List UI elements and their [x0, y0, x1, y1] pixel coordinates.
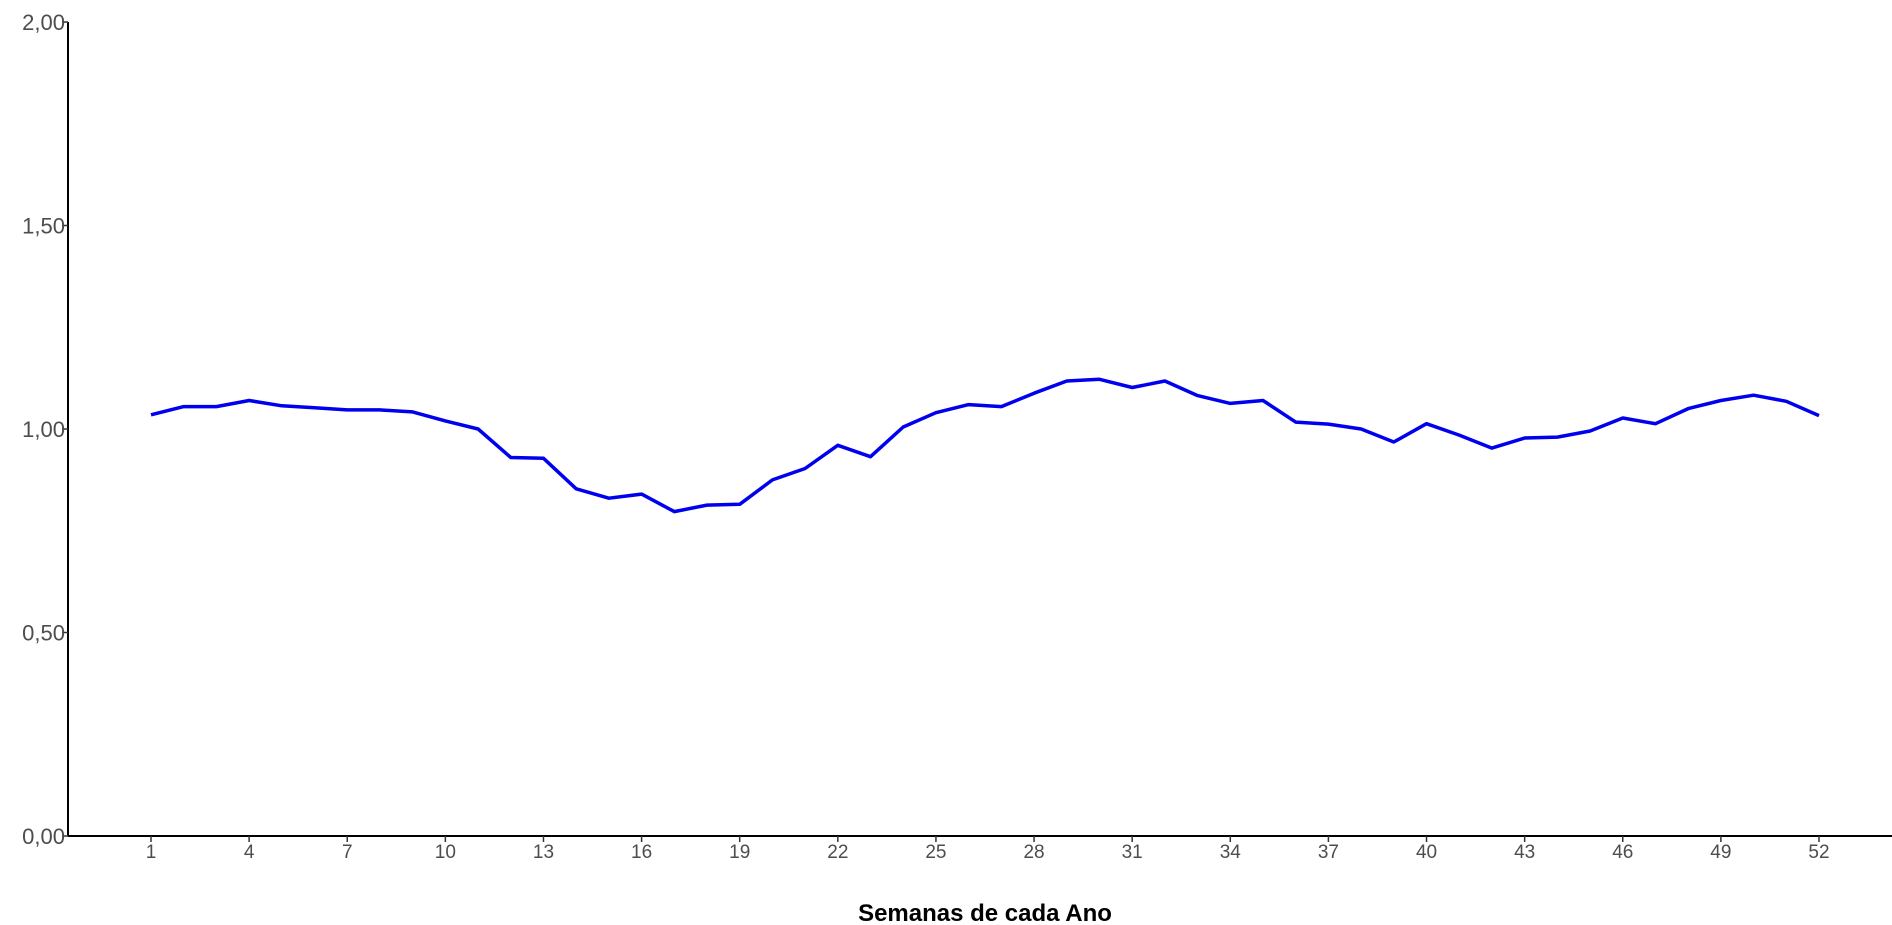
x-tick-label: 1 [146, 842, 157, 863]
plot-area: 0,00 0,50 1,00 1,50 2,00 1 4 7 10 13 16 19 22 25 28 31… [22, 10, 1892, 863]
series-line [150, 377, 1820, 514]
x-tick-label: 10 [435, 842, 456, 863]
x-axis-ticks: 1 4 7 10 13 16 19 22 25 28 31 34 37 40 43 46 49 52 [146, 836, 1830, 863]
x-tick-label: 28 [1023, 842, 1044, 863]
series-group [150, 377, 1820, 514]
x-tick-label: 7 [342, 842, 353, 863]
x-tick-label: 37 [1318, 842, 1339, 863]
y-tick-label: 0,50 [22, 621, 65, 646]
x-tick-label: 52 [1808, 842, 1829, 863]
y-tick-label: 1,50 [22, 214, 65, 239]
x-tick-label: 25 [925, 842, 946, 863]
x-tick-label: 19 [729, 842, 750, 863]
x-tick-label: 22 [827, 842, 848, 863]
x-tick-label: 16 [631, 842, 652, 863]
x-tick-label: 40 [1416, 842, 1437, 863]
x-tick-label: 4 [244, 842, 255, 863]
y-tick-label: 1,00 [22, 417, 65, 442]
x-tick-label: 43 [1514, 842, 1535, 863]
x-tick-label: 13 [533, 842, 554, 863]
x-tick-label: 34 [1220, 842, 1242, 863]
x-axis-title: Semanas de cada Ano [858, 900, 1112, 925]
x-tick-label: 31 [1122, 842, 1143, 863]
x-tick-label: 49 [1710, 842, 1731, 863]
y-tick-label: 2,00 [22, 10, 65, 35]
y-tick-label: 0,00 [22, 824, 65, 849]
y-axis-ticks: 0,00 0,50 1,00 1,50 2,00 [22, 10, 68, 849]
x-tick-label: 46 [1612, 842, 1633, 863]
